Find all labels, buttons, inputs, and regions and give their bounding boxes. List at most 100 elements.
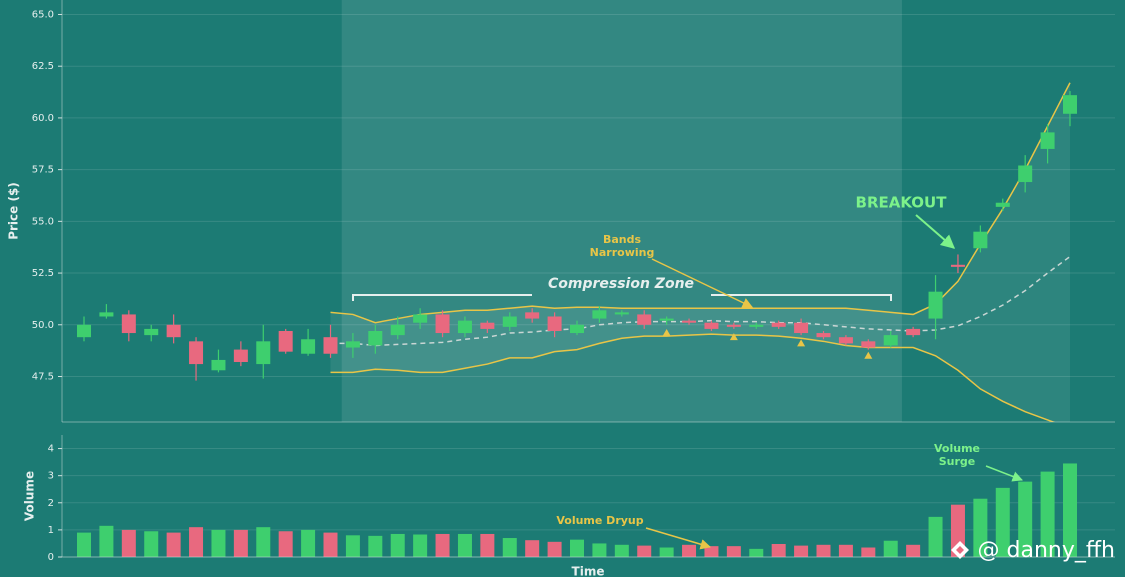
annotation-arrow — [915, 214, 956, 249]
candle-body — [682, 320, 697, 323]
y-tick-label: 4 — [48, 444, 54, 455]
volume-bar — [838, 544, 853, 557]
candle-body — [1018, 165, 1033, 183]
signal-marker — [797, 339, 806, 347]
annotation-arrow — [985, 465, 1023, 482]
y-tick-label: 1 — [48, 525, 54, 536]
volume-bar — [816, 544, 831, 557]
volume-bar — [614, 544, 629, 557]
volume-bar — [883, 540, 898, 557]
candle-body — [368, 330, 383, 346]
zone-bracket — [352, 294, 532, 301]
upper-band — [330, 82, 1071, 324]
lower-band — [330, 333, 1056, 422]
volume-bar — [278, 531, 293, 557]
candle-body — [233, 349, 248, 363]
candle-body — [1040, 132, 1055, 149]
volume-bar — [928, 516, 943, 557]
candle-body — [525, 312, 540, 319]
volume-bar — [682, 544, 697, 557]
candle-body — [659, 318, 674, 321]
candle-body — [323, 337, 338, 354]
candle-body — [166, 324, 181, 338]
candle-body — [435, 314, 450, 334]
signal-marker — [729, 333, 738, 341]
annotation: Narrowing — [590, 246, 655, 259]
y-tick-label: 3 — [48, 471, 54, 482]
candle-body — [995, 202, 1010, 207]
y-tick-label: 52.5 — [32, 268, 54, 279]
candle-body — [390, 324, 405, 336]
candle-body — [570, 324, 584, 334]
candle-body — [637, 314, 652, 325]
volume-bar — [1018, 481, 1033, 557]
volume-bar — [233, 529, 248, 557]
volume-bar — [861, 547, 876, 557]
candle-body — [211, 359, 226, 371]
candle-body — [794, 322, 809, 334]
candle-body — [256, 341, 271, 365]
candle-body — [838, 337, 853, 344]
candle-body — [278, 330, 293, 352]
y-tick-label: 55.0 — [32, 216, 54, 227]
watermark: @ danny_ffh — [978, 538, 1115, 563]
volume-bar — [189, 527, 204, 557]
volume-bar — [390, 533, 405, 557]
volume-bar — [368, 535, 383, 557]
annotation: Bands — [603, 233, 642, 246]
y-tick-label: 50.0 — [32, 320, 54, 331]
volume-bar — [771, 543, 786, 557]
candle-body — [749, 324, 764, 327]
volume-bar — [480, 533, 495, 557]
candle-body — [614, 312, 629, 315]
candle-body — [726, 324, 741, 327]
volume-bar — [121, 529, 136, 557]
volume-bar — [301, 529, 316, 557]
candle-body — [771, 322, 786, 327]
volume-bar — [726, 546, 741, 557]
volume-bar — [1040, 471, 1055, 557]
x-axis-label: Time — [572, 565, 605, 577]
candle-body — [950, 264, 965, 267]
volume-bar — [323, 532, 338, 557]
y-tick-label: 2 — [48, 498, 54, 509]
candle-body — [973, 231, 988, 249]
volume-bar — [749, 548, 764, 557]
volume-bar — [457, 533, 472, 557]
volume-bar — [704, 546, 719, 557]
candle-body — [121, 314, 136, 334]
volume-bar — [570, 539, 584, 557]
volume-bar — [99, 525, 114, 557]
annotation-arrow — [645, 527, 712, 550]
y-tick-label: 47.5 — [32, 371, 54, 382]
candle-body — [906, 328, 921, 336]
y-tick-label: 57.5 — [32, 165, 54, 176]
volume-bar — [211, 529, 226, 557]
candle-body — [928, 291, 943, 319]
volume-bar — [525, 540, 540, 557]
volume-bar — [413, 534, 428, 557]
candle-body — [592, 310, 607, 319]
volume-bar — [794, 545, 809, 557]
volume-bar — [502, 538, 517, 557]
candle-body — [99, 312, 114, 317]
volume-bar — [144, 531, 159, 557]
volume-bar — [659, 547, 674, 557]
volume-bar — [592, 543, 607, 557]
candle-body — [77, 324, 91, 338]
volume-bar — [547, 541, 562, 557]
volume-bar — [995, 487, 1010, 557]
annotation: Surge — [939, 455, 976, 468]
candle-body — [480, 322, 495, 329]
annotation: Volume — [934, 442, 980, 455]
candle-body — [1063, 95, 1077, 114]
price-axis-label: Price ($) — [7, 182, 21, 240]
annotation-arrow — [651, 258, 753, 308]
compression-zone — [341, 0, 902, 422]
volume-bar — [345, 535, 360, 557]
volume-bar — [637, 545, 652, 557]
price-plot — [77, 82, 1077, 422]
candle-body — [861, 341, 876, 348]
